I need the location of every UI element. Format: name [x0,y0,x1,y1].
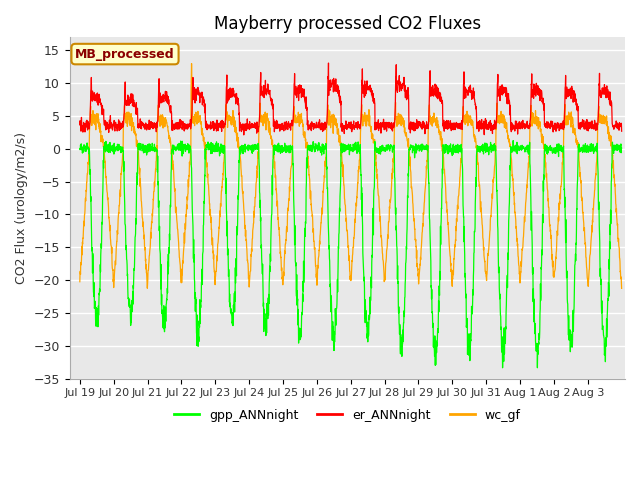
Y-axis label: CO2 Flux (urology/m2/s): CO2 Flux (urology/m2/s) [15,132,28,284]
Title: Mayberry processed CO2 Fluxes: Mayberry processed CO2 Fluxes [214,15,481,33]
Legend: gpp_ANNnight, er_ANNnight, wc_gf: gpp_ANNnight, er_ANNnight, wc_gf [169,404,525,427]
Text: MB_processed: MB_processed [76,48,175,60]
